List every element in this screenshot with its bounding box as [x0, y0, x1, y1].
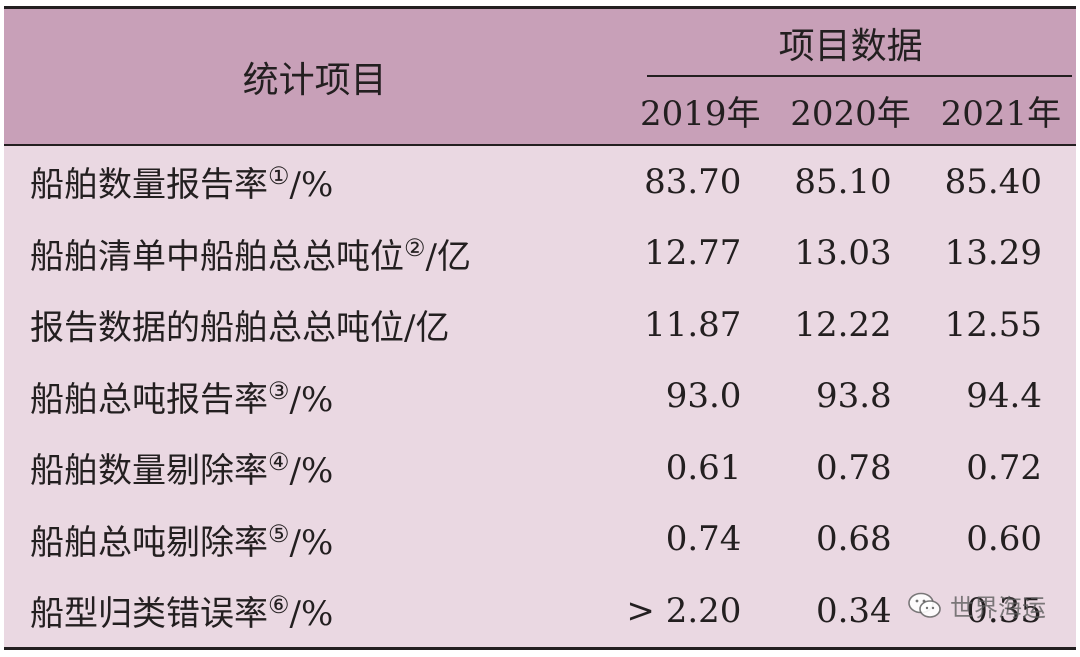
table-body: 船舶数量报告率①/% 83.70 85.10 85.40 船舶清单中船舶总总吨位… — [4, 145, 1076, 650]
table-header: 统计项目 项目数据 2019年 2020年 2021年 — [4, 6, 1076, 146]
statistics-table: 统计项目 项目数据 2019年 2020年 2021年 船舶数量报告率①/% 8… — [4, 6, 1076, 650]
value-cell-2019: 0.61 — [625, 432, 776, 504]
group-header-rule — [647, 75, 1072, 77]
year-header-2021: 2021年 — [925, 77, 1076, 146]
row-unit: /% — [289, 522, 334, 563]
value-cell-2019: 12.77 — [625, 217, 776, 289]
table-row: 船舶总吨报告率③/% 93.0 93.8 94.4 — [4, 360, 1076, 432]
value-cell-2020: 93.8 — [775, 360, 926, 432]
value-cell-2020: 13.03 — [775, 217, 926, 289]
footnote-marker: ② — [404, 233, 426, 262]
footnote-marker: ⑥ — [268, 591, 290, 620]
table-row: 报告数据的船舶总总吨位/亿 11.87 12.22 12.55 — [4, 289, 1076, 361]
row-label: 船型归类错误率⑥/% — [4, 575, 626, 650]
data-group-header: 项目数据 — [625, 6, 1076, 77]
value-cell-2019: 83.70 — [625, 145, 776, 218]
value-cell-2020: 0.34 — [775, 575, 926, 650]
wechat-icon — [908, 592, 941, 618]
value-cell-2020: 0.78 — [775, 432, 926, 504]
table-row: 船舶数量报告率①/% 83.70 85.10 85.40 — [4, 145, 1076, 218]
item-column-header: 统计项目 — [4, 6, 626, 146]
value-cell-2019: 93.0 — [625, 360, 776, 432]
value-cell-2019: > 2.20 — [625, 575, 776, 650]
value-cell-2021: 94.4 — [925, 360, 1076, 432]
watermark-text: 世界海运 — [950, 594, 1046, 622]
value-cell-2020: 0.68 — [775, 503, 926, 575]
row-unit: /亿 — [425, 236, 471, 277]
row-label: 船舶清单中船舶总总吨位②/亿 — [4, 217, 626, 289]
value-cell-2021: 12.55 — [925, 289, 1076, 361]
year-header-2020: 2020年 — [775, 77, 926, 146]
watermark: 世界海运 — [908, 588, 1046, 623]
table-row: 船型归类错误率⑥/% > 2.20 0.34 0.35 — [4, 575, 1076, 650]
value-cell-2021: 0.72 — [925, 432, 1076, 504]
value-cell-2019: 0.74 — [625, 503, 776, 575]
row-label: 报告数据的船舶总总吨位/亿 — [4, 289, 626, 361]
value-cell-2020: 12.22 — [775, 289, 926, 361]
year-header-2019: 2019年 — [625, 77, 776, 146]
row-unit: /% — [289, 379, 334, 420]
data-group-header-label: 项目数据 — [778, 26, 923, 67]
value-cell-2021: 85.40 — [925, 145, 1076, 218]
value-cell-2021: 0.35 — [925, 575, 1076, 650]
row-label-text: 船舶数量剔除率 — [30, 451, 268, 492]
row-unit: /% — [289, 451, 334, 492]
row-label-text: 报告数据的船舶总总吨位/亿 — [30, 308, 450, 349]
footnote-marker: ⑤ — [268, 519, 290, 548]
row-label: 船舶总吨剔除率⑤/% — [4, 503, 626, 575]
row-label: 船舶数量剔除率④/% — [4, 432, 626, 504]
value-cell-2019: 11.87 — [625, 289, 776, 361]
footnote-marker: ④ — [268, 448, 290, 477]
row-label-text: 船舶总吨报告率 — [30, 379, 268, 420]
footnote-marker: ① — [268, 162, 290, 191]
footnote-marker: ③ — [268, 376, 290, 405]
row-unit: /% — [289, 165, 334, 206]
table-row: 船舶总吨剔除率⑤/% 0.74 0.68 0.60 — [4, 503, 1076, 575]
value-cell-2021: 13.29 — [925, 217, 1076, 289]
value-cell-2020: 85.10 — [775, 145, 926, 218]
table-row: 船舶数量剔除率④/% 0.61 0.78 0.72 — [4, 432, 1076, 504]
table-row: 船舶清单中船舶总总吨位②/亿 12.77 13.03 13.29 — [4, 217, 1076, 289]
value-cell-2021: 0.60 — [925, 503, 1076, 575]
row-label-text: 船型归类错误率 — [30, 594, 268, 635]
row-unit: /% — [289, 594, 334, 635]
row-label: 船舶数量报告率①/% — [4, 145, 626, 218]
row-label-text: 船舶总吨剔除率 — [30, 522, 268, 563]
row-label-text: 船舶数量报告率 — [30, 165, 268, 206]
row-label-text: 船舶清单中船舶总总吨位 — [30, 236, 404, 277]
row-label: 船舶总吨报告率③/% — [4, 360, 626, 432]
